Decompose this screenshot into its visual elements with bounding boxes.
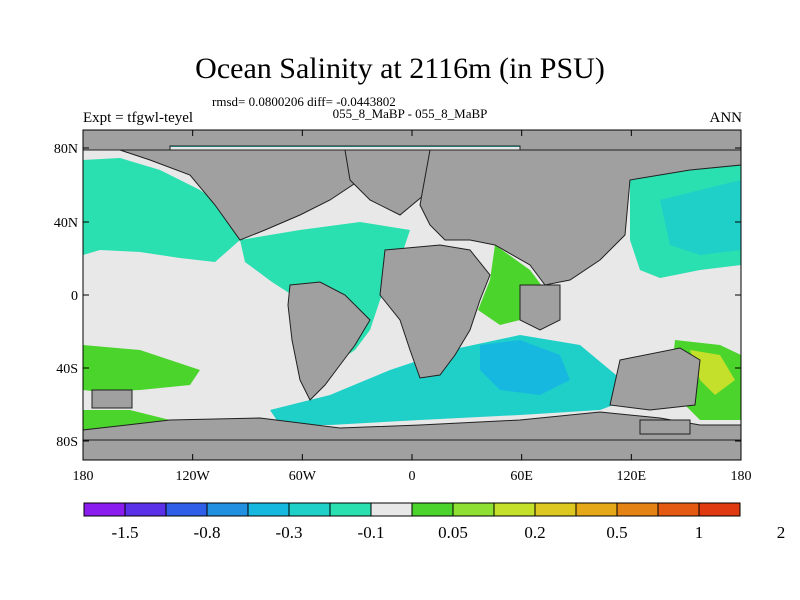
lat-label: 80S [56,435,78,450]
colorbar-label: 2 [777,523,786,542]
colorbar-swatch [329,502,372,517]
colorbar-label: -1.5 [112,523,139,542]
map-panel [82,129,742,461]
colorbar-swatch [534,502,577,517]
south-pacific-green [83,345,200,392]
colorbar-swatch [616,502,659,517]
colorbar-swatch [124,502,167,517]
africa [379,244,491,379]
colorbar-label: 0.05 [438,523,468,542]
lat-label: 40S [56,362,78,377]
colorbar-label: 0.2 [524,523,545,542]
island-1 [91,389,133,409]
map-axes: 80N 40N 0 40S 80S 180 120W 60W 0 60E 120E 180 [54,130,752,484]
colorbar-label: 1 [695,523,704,542]
colorbar-label: -0.8 [194,523,221,542]
north-pacific-cyan [660,180,741,255]
southern-blue [480,340,570,395]
colorbar-label: -0.3 [276,523,303,542]
colorbar-swatch [165,502,208,517]
stats-text: rmsd= 0.0800206 diff= -0.0443802 [212,94,396,109]
island-2 [639,419,691,435]
colorbar-swatch [411,502,454,517]
colorbar-swatch [657,502,700,517]
southwest-pacific-yellow [690,350,735,395]
lon-label: 60W [289,469,317,484]
lat-label: 0 [71,289,78,304]
colorbar-swatch [247,502,290,517]
lon-label: 120E [617,469,647,484]
colorbar-swatch [288,502,331,517]
colorbar: -1.5 -0.8 -0.3 -0.1 0.05 0.2 0.5 1 2 [83,502,786,542]
north-pacific-teal [83,158,240,262]
colorbar-swatch [370,502,413,517]
page-title: Ocean Salinity at 2116m (in PSU) [195,52,605,85]
colorbar-swatch [452,502,495,517]
lon-label: 0 [409,469,416,484]
lat-label: 80N [54,142,78,157]
lon-label: 180 [731,469,752,484]
south-america [287,281,371,401]
australia [609,347,701,411]
colorbar-swatch [206,502,249,517]
lon-label: 180 [73,469,94,484]
colorbar-swatch [698,502,741,517]
comparison-text: 055_8_MaBP - 055_8_MaBP [332,106,488,121]
lon-label: 120W [176,469,211,484]
lon-label: 60E [510,469,533,484]
colorbar-swatch [575,502,618,517]
colorbar-swatch [83,502,126,517]
lat-label: 40N [54,216,78,231]
colorbar-label: -0.1 [358,523,385,542]
colorbar-swatch [493,502,536,517]
season-label: ANN [709,110,743,126]
land-masses [82,129,742,461]
colorbar-label: 0.5 [606,523,627,542]
india [519,284,561,331]
eurasia [419,149,742,286]
experiment-label: Expt = tfgwl-teyel [83,110,194,126]
